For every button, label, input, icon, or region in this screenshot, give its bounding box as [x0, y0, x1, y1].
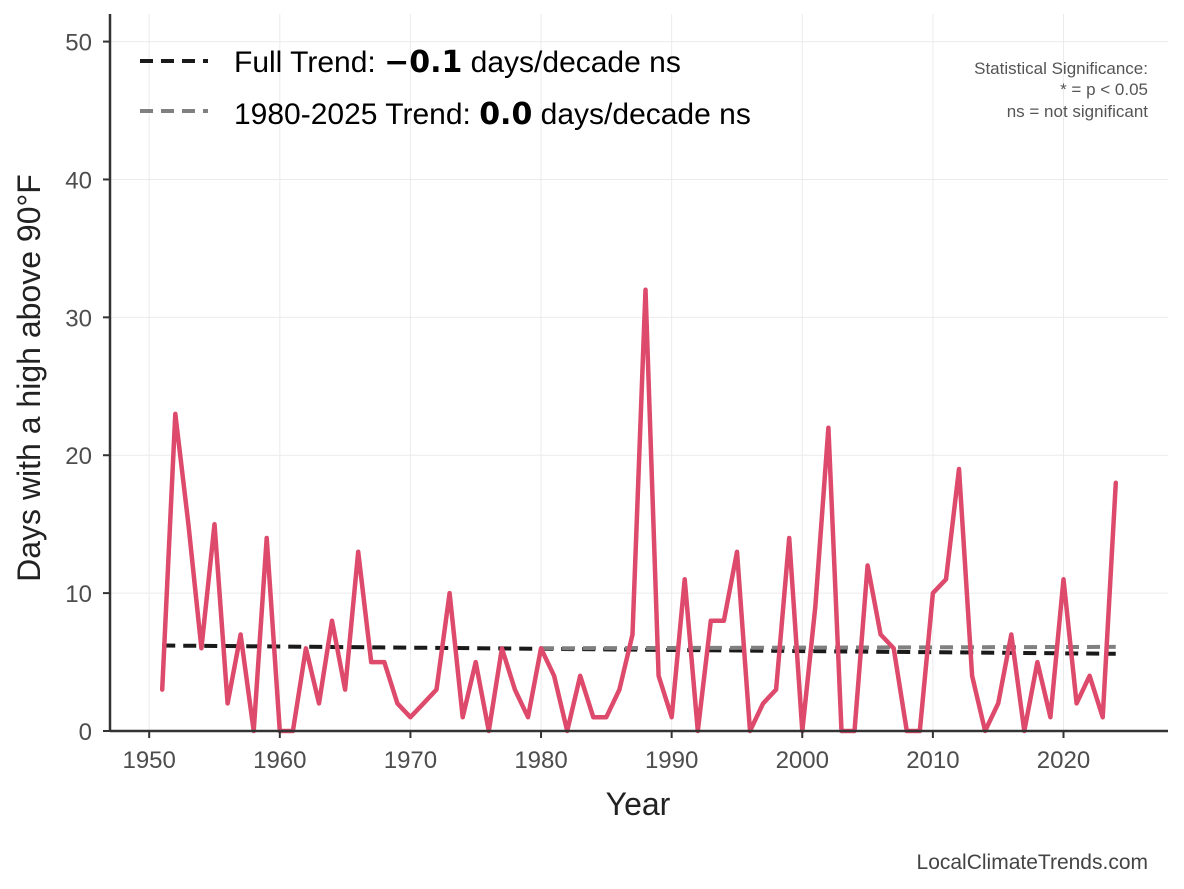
- significance-line-2: ns = not significant: [1007, 102, 1149, 121]
- x-tick-label: 2000: [776, 747, 829, 774]
- legend-full-trend-suffix: days/decade ns: [462, 46, 680, 79]
- x-tick-label: 2020: [1037, 747, 1090, 774]
- x-axis-ticks: 1950 1960 1970 1980 1990 2000 2010 2020: [122, 731, 1090, 774]
- trend-line-recent: [541, 644, 1116, 651]
- significance-line-1: * = p < 0.05: [1060, 80, 1148, 99]
- x-tick-label: 1980: [514, 747, 567, 774]
- x-tick-label: 1960: [253, 747, 306, 774]
- y-tick-label: 20: [65, 443, 92, 470]
- significance-title: Statistical Significance:: [974, 59, 1148, 78]
- data-series: [159, 287, 1119, 734]
- x-tick-label: 2010: [906, 747, 959, 774]
- y-axis-title: Days with a high above 90°F: [11, 174, 47, 582]
- legend-recent-trend-suffix: days/decade ns: [532, 98, 750, 131]
- y-tick-label: 30: [65, 305, 92, 332]
- legend-recent-trend-value: 0.0: [479, 97, 532, 132]
- y-tick-label: 0: [79, 719, 92, 746]
- series-line-0: [159, 287, 1119, 734]
- y-tick-label: 40: [65, 167, 92, 194]
- legend-full-trend-value: −0.1: [384, 45, 462, 80]
- x-tick-label: 1970: [384, 747, 437, 774]
- legend-label-full-trend: Full Trend: −0.1 days/decade ns: [234, 45, 681, 80]
- legend-full-trend-prefix: Full Trend:: [234, 46, 384, 79]
- x-axis-title: Year: [606, 786, 671, 822]
- y-tick-label: 10: [65, 581, 92, 608]
- trend-lines: [162, 643, 1116, 656]
- x-tick-label: 1950: [122, 747, 175, 774]
- significance-note: Statistical Significance: * = p < 0.05 n…: [974, 59, 1148, 121]
- legend: Full Trend: −0.1 days/decade ns 1980-202…: [140, 45, 751, 132]
- trend-line-full: [162, 643, 1116, 656]
- credit-text: LocalClimateTrends.com: [917, 851, 1148, 874]
- y-tick-label: 50: [65, 30, 92, 57]
- x-tick-label: 1990: [645, 747, 698, 774]
- legend-label-recent-trend: 1980-2025 Trend: 0.0 days/decade ns: [234, 97, 751, 132]
- y-axis-ticks: 0 10 20 30 40 50: [65, 30, 110, 746]
- legend-recent-trend-prefix: 1980-2025 Trend:: [234, 98, 479, 131]
